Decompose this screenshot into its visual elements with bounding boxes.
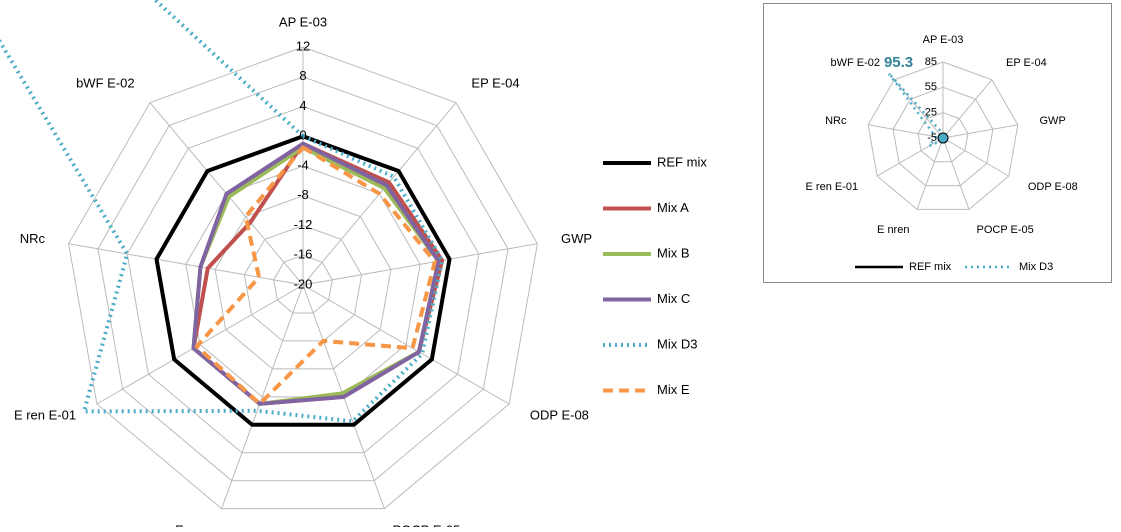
- grid-ring: [892, 86, 994, 187]
- axis-spoke: [221, 284, 304, 509]
- category-label: NRc: [20, 231, 46, 246]
- category-label: POCP E-05: [977, 224, 1034, 236]
- category-label: AP E-03: [279, 14, 327, 29]
- grid-ring: [126, 105, 480, 454]
- radar-chart: AP E-03 EP E-04 GWP ODP E-08 POCP E-05 E nren…: [806, 34, 1078, 273]
- axis-spoke: [916, 137, 944, 210]
- axis-spoke: [302, 243, 538, 286]
- inset-frame: [763, 3, 1112, 283]
- category-label: NRc: [825, 115, 847, 127]
- legend-label: REF mix: [657, 154, 707, 169]
- legend-label: Mix E: [657, 382, 690, 397]
- category-label: AP E-03: [923, 34, 964, 46]
- category-label: EP E-04: [1006, 57, 1047, 69]
- data-label: 95.3: [884, 54, 913, 71]
- grid-ring: [917, 112, 969, 163]
- y-tick-label: -16: [294, 247, 313, 262]
- y-tick-label: -8: [297, 187, 309, 202]
- axis-spoke: [302, 284, 510, 405]
- legend-label: Mix D3: [657, 336, 697, 351]
- category-label: E nren: [175, 523, 213, 527]
- series-group: [0, 0, 452, 427]
- axis-spoke: [942, 137, 970, 210]
- radar-chart: AP E-03 EP E-04 GWP ODP E-08 POCP E-05 E nren…: [0, 0, 707, 532]
- axis-spoke: [942, 137, 1010, 177]
- series-line: [191, 141, 441, 406]
- grid-ring: [273, 254, 333, 314]
- y-tick-label: 85: [925, 56, 937, 68]
- legend-label: Mix B: [657, 245, 690, 260]
- y-tick-label: -12: [294, 217, 313, 232]
- axis-spoke: [942, 79, 993, 139]
- y-tick-label: 12: [296, 38, 310, 53]
- category-label: EP E-04: [471, 76, 519, 91]
- category-label: E ren E-01: [806, 181, 859, 193]
- series-line: [887, 71, 948, 148]
- category-label: ODP E-08: [530, 407, 589, 422]
- series-line: [194, 145, 437, 406]
- y-tick-label: 55: [925, 81, 937, 93]
- legend-label: Mix D3: [1019, 261, 1053, 273]
- y-tick-label: 4: [299, 98, 306, 113]
- axis-spoke: [68, 243, 304, 286]
- y-tick-label: 25: [925, 107, 937, 119]
- center-dot: [937, 132, 949, 144]
- category-label: bWF E-02: [76, 76, 135, 91]
- category-label: GWP: [561, 231, 592, 246]
- category-label: bWF E-02: [830, 57, 880, 69]
- category-label: E nren: [877, 224, 909, 236]
- axis-spoke: [942, 124, 1018, 139]
- y-tick-label: -5: [927, 132, 937, 144]
- grid-ring: [97, 76, 509, 482]
- category-label: E ren E-01: [14, 407, 76, 422]
- axis-spoke: [876, 137, 944, 177]
- y-tick-label: 8: [299, 68, 306, 83]
- series-line: [191, 145, 441, 406]
- category-label: GWP: [1040, 115, 1066, 127]
- category-label: ODP E-08: [1028, 181, 1078, 193]
- category-label: POCP E-05: [393, 523, 461, 527]
- y-tick-label: 0: [299, 128, 306, 143]
- grid-ring: [867, 61, 1019, 210]
- legend-label: REF mix: [909, 261, 952, 273]
- legend-label: Mix A: [657, 200, 689, 215]
- legend-label: Mix C: [657, 291, 690, 306]
- axis-spoke: [868, 124, 944, 139]
- y-tick-label: -20: [294, 276, 313, 291]
- series-line: [154, 134, 452, 427]
- y-tick-label: -4: [297, 157, 309, 172]
- grid-ring: [68, 46, 538, 510]
